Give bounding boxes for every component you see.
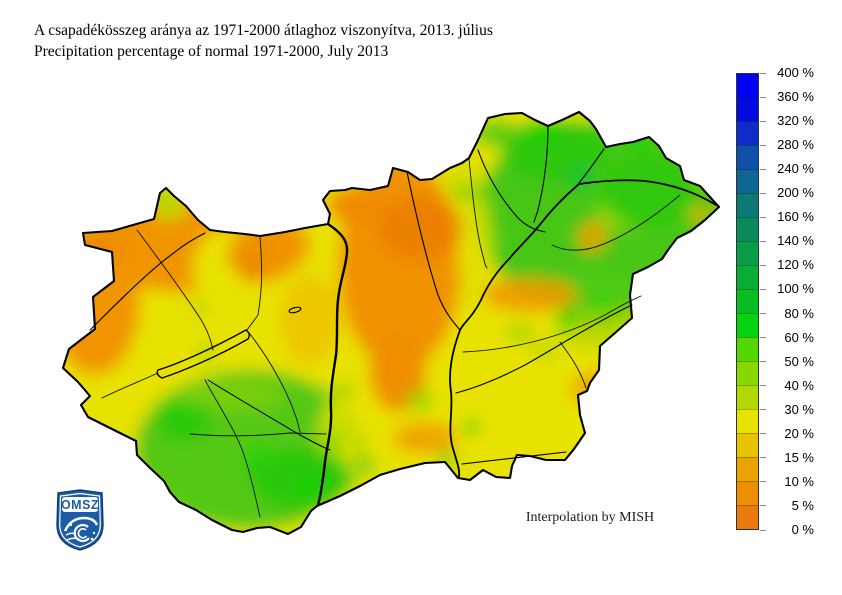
sajo-river	[477, 149, 546, 233]
legend-color-segment	[737, 74, 758, 97]
legend-color-segment	[737, 169, 758, 193]
legend-tick-label: 320 %	[777, 113, 814, 129]
legend-color-segment	[737, 385, 758, 409]
legend-tick	[760, 409, 766, 411]
legend-color-segment	[737, 481, 758, 505]
legend-tick-label: 50 %	[784, 353, 814, 369]
legend-tick-label: 200 %	[777, 185, 814, 201]
legend-tick-label: 10 %	[784, 473, 814, 489]
legend-tick	[760, 361, 766, 363]
wave-swirl-icon	[63, 516, 99, 543]
county-border-lines	[101, 158, 681, 518]
legend-tick-label: 360 %	[777, 89, 814, 105]
sio-river	[207, 379, 331, 451]
legend-color-segment	[737, 217, 758, 241]
legend-tick	[760, 288, 766, 290]
legend-tick-label: 15 %	[784, 449, 814, 465]
legend-color-segment	[737, 337, 758, 361]
legend-tick	[760, 433, 766, 435]
legend-color-segment	[737, 433, 758, 457]
legend-tick-label: 40 %	[784, 377, 814, 393]
logo-text-plate	[62, 497, 98, 512]
legend-colorbar	[736, 73, 759, 530]
legend-tick	[760, 481, 766, 483]
koros-river	[455, 304, 633, 394]
legend-color-segment	[737, 457, 758, 481]
legend-tick	[760, 192, 766, 194]
legend-tick	[760, 313, 766, 315]
danube-river	[316, 222, 349, 507]
legend-tick-label: 30 %	[784, 401, 814, 417]
zagyva-river	[406, 171, 461, 331]
page-title-hungarian: A csapadékösszeg aránya az 1971-2000 átl…	[34, 22, 493, 39]
legend-tick-label: 160 %	[777, 209, 814, 225]
legend-tick	[760, 385, 766, 387]
hungary-border	[61, 110, 721, 536]
page-title-english: Precipitation percentage of normal 1971-…	[34, 43, 389, 60]
legend-color-segment	[737, 97, 758, 121]
tisza-river	[449, 179, 717, 478]
maros-river	[461, 451, 567, 465]
legend-tick-label: 80 %	[784, 305, 814, 321]
legend-tick-label: 280 %	[777, 137, 814, 153]
legend-tick	[760, 264, 766, 266]
legend: 400 % 360 % 320 % 280 % 240 % 200 % 160 % 140 %…	[736, 65, 828, 537]
legend-color-segment	[737, 505, 758, 529]
legend-tick-label: 400 %	[777, 65, 814, 80]
lake-velence	[288, 306, 302, 314]
raba-river	[89, 232, 206, 331]
legend-tick	[760, 168, 766, 170]
lake-balaton	[156, 329, 251, 379]
legend-tick-label: 140 %	[777, 233, 814, 249]
legend-tick	[760, 457, 766, 459]
legend-tick	[760, 529, 766, 531]
legend-color-segment	[737, 121, 758, 145]
legend-tick	[760, 120, 766, 122]
omsz-logo: OMSZ	[56, 489, 104, 551]
legend-tick	[760, 72, 766, 74]
legend-color-segment	[737, 409, 758, 433]
logo-inner-ring	[59, 492, 101, 548]
legend-color-segment	[737, 241, 758, 265]
legend-tick-label: 5 %	[791, 497, 814, 513]
color-field	[63, 112, 719, 534]
legend-tick	[760, 216, 766, 218]
legend-tick-label: 120 %	[777, 257, 814, 273]
legend-tick	[760, 240, 766, 242]
hernad-river	[533, 125, 549, 223]
legend-tick-label: 100 %	[777, 281, 814, 297]
legend-color-segment	[737, 265, 758, 289]
legend-tick-label: 20 %	[784, 425, 814, 441]
legend-color-segment	[737, 289, 758, 313]
legend-tick	[760, 505, 766, 507]
legend-tick	[760, 337, 766, 339]
legend-tick-label: 60 %	[784, 329, 814, 345]
title-block: A csapadékösszeg aránya az 1971-2000 átl…	[34, 20, 493, 62]
attribution-text: Interpolation by MISH	[525, 510, 655, 525]
legend-tick-label: 240 %	[777, 161, 814, 177]
river-lines	[89, 125, 717, 507]
legend-color-segment	[737, 361, 758, 385]
legend-color-segment	[737, 193, 758, 217]
legend-color-segment	[737, 313, 758, 337]
omsz-logo-text: OMSZ	[61, 498, 99, 512]
bodrog-river	[578, 148, 605, 184]
legend-tick	[760, 144, 766, 146]
legend-tick	[760, 96, 766, 98]
legend-tick-label: 0 %	[791, 522, 814, 537]
legend-color-segment	[737, 145, 758, 169]
